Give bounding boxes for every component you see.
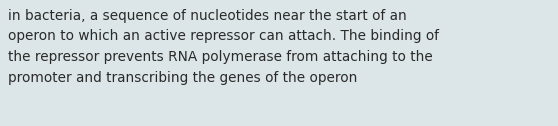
Text: in bacteria, a sequence of nucleotides near the start of an
operon to which an a: in bacteria, a sequence of nucleotides n…: [8, 9, 439, 85]
